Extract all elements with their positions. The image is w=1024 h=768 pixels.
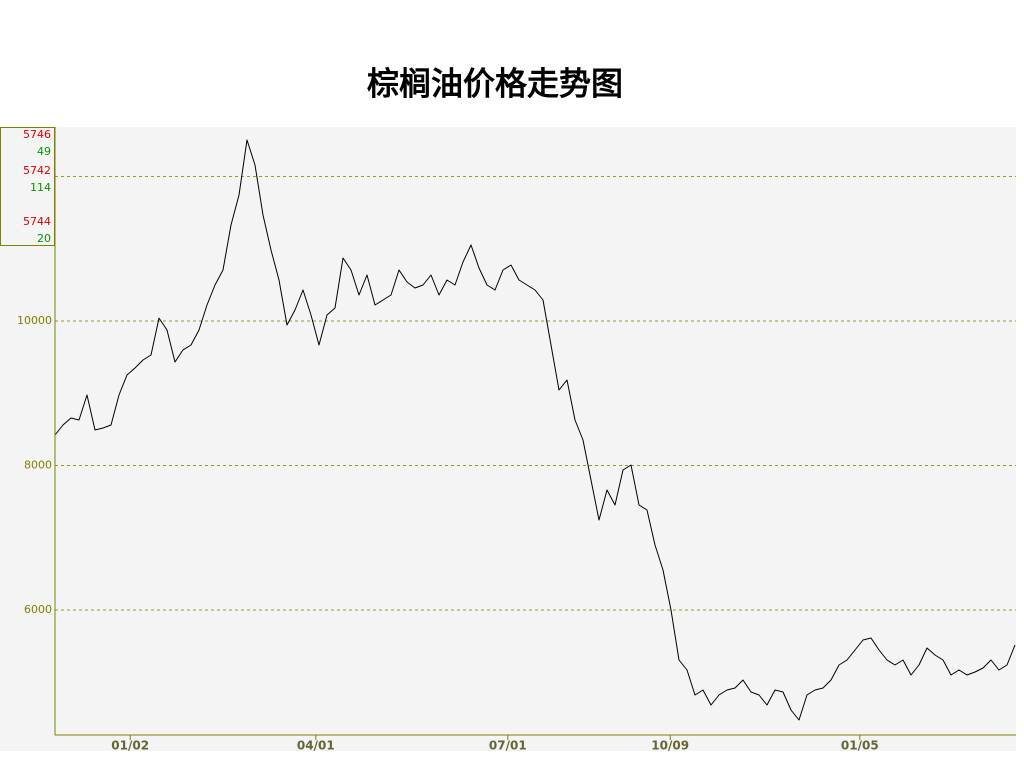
info-box-frame <box>0 127 55 246</box>
y-tick-label: 8000 <box>24 459 52 472</box>
info-value: 114 <box>30 181 51 194</box>
x-tick-label: 01/05 <box>841 739 879 753</box>
x-tick-label: 10/09 <box>651 739 689 753</box>
marks <box>54 139 1016 721</box>
info-value: 5742 <box>23 164 51 177</box>
info-value: 5744 <box>23 215 51 228</box>
x-tick-label: 07/01 <box>489 739 527 753</box>
price-line <box>54 139 1016 721</box>
info-value: 20 <box>37 232 51 245</box>
grid: 60008000100001200001/0204/0107/0110/0901… <box>17 169 1016 753</box>
y-tick-label: 10000 <box>17 314 52 327</box>
y-tick-label: 6000 <box>24 603 52 616</box>
x-tick-label: 04/01 <box>297 739 335 753</box>
info-value: 5746 <box>23 128 51 141</box>
info-box: 5746 49 5742 114 5744 20 <box>0 127 55 246</box>
plot-background <box>0 127 1016 751</box>
info-value: 49 <box>37 145 51 158</box>
x-tick-label: 01/02 <box>111 739 149 753</box>
chart-title: 棕榈油价格走势图 <box>367 65 623 103</box>
